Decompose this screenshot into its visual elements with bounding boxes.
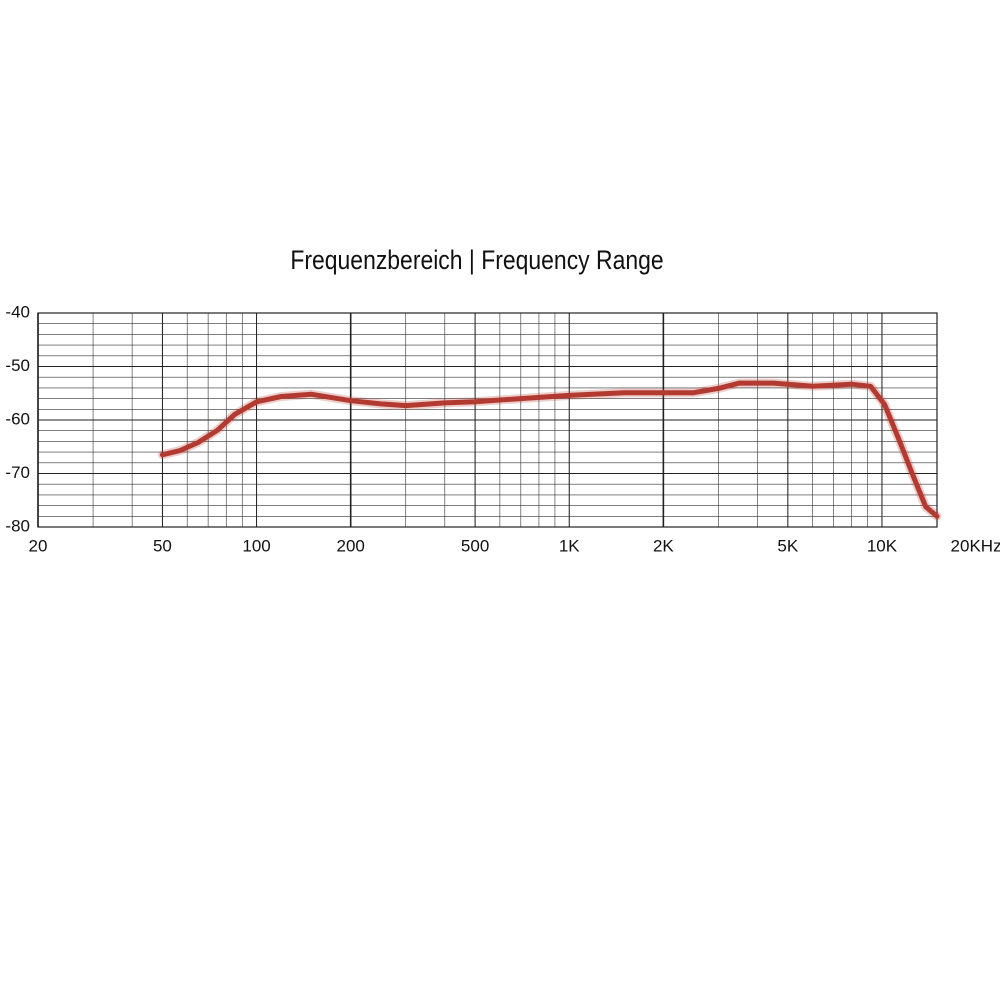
x-tick-label: 100 [242, 536, 270, 555]
x-tick-label: 10K [867, 536, 898, 555]
x-tick-label: 50 [153, 536, 172, 555]
series-line [159, 380, 940, 519]
x-tick-label: 500 [461, 536, 489, 555]
x-tick-label: 2K [653, 536, 674, 555]
y-tick-label: -40 [5, 302, 30, 321]
x-tick-label: 1K [559, 536, 580, 555]
x-tick-label: 20KHz [951, 536, 1000, 555]
plot-frame [37, 312, 938, 528]
y-tick-label: -70 [5, 463, 30, 482]
x-tick-label: 200 [337, 536, 365, 555]
x-tick-label: 20 [29, 536, 48, 555]
x-tick-label: 5K [777, 536, 798, 555]
y-tick-label: -50 [5, 356, 30, 375]
y-tick-label: -80 [5, 516, 30, 535]
chart-title: Frequenzbereich | Frequency Range [290, 245, 663, 275]
y-tick-label: -60 [5, 409, 30, 428]
